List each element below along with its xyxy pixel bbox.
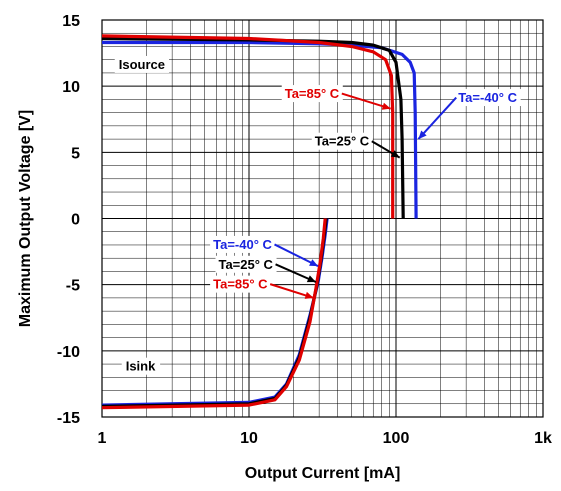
annotation-label: Ta=85° C — [285, 86, 340, 101]
annotation-arrowhead — [304, 291, 314, 299]
annotation-label: Ta=25° C — [218, 257, 273, 272]
annotation-arrowhead — [418, 130, 427, 140]
x-tick-label: 10 — [240, 430, 258, 447]
x-tick-label: 1k — [534, 430, 552, 447]
x-axis-title: Output Current [mA] — [245, 465, 401, 482]
region-label-bg — [121, 357, 161, 375]
y-tick-label: 0 — [71, 212, 80, 229]
y-axis-title: Maximum Output Voltage [V] — [17, 110, 34, 327]
series-annotations: Ta=85° C Ta=-40° C Ta=25° C Ta=-40° C Ta=25°… — [210, 85, 521, 299]
y-axis-tick-labels: 15 10 5 0 -5 -10 -15 — [57, 13, 80, 427]
x-axis-tick-labels: 1 10 100 1k — [98, 430, 552, 447]
region-label: Isink — [126, 359, 156, 374]
y-tick-label: 10 — [62, 79, 80, 96]
y-tick-label: -5 — [66, 278, 80, 295]
annotation-arrowhead — [390, 150, 400, 158]
annotation-arrowhead — [381, 102, 391, 110]
annotation-label-bg — [311, 132, 373, 150]
y-tick-label: 5 — [71, 145, 80, 162]
plot-frame — [101, 19, 544, 418]
annotation-arrowhead — [309, 259, 319, 267]
region-label-bg — [114, 55, 169, 73]
x-tick-label: 100 — [383, 430, 410, 447]
y-tick-label: -15 — [57, 410, 80, 427]
annotation-label-bg — [215, 255, 277, 273]
annotation-arrow-line — [417, 96, 457, 140]
annotation-label: Ta=85° C — [213, 277, 268, 292]
annotation-label-bg — [210, 275, 272, 293]
x-tick-label: 1 — [98, 430, 107, 447]
annotation-label-bg — [455, 89, 521, 107]
annotation-arrow-line — [341, 92, 391, 110]
region-labels: Isource Isink — [114, 55, 169, 375]
series-line-source — [101, 34, 395, 219]
annotation-arrowhead — [306, 275, 316, 283]
plot-grid — [101, 19, 544, 418]
data-series — [101, 34, 418, 410]
series-line-sink — [101, 218, 327, 410]
annotation-label: Ta=-40° C — [458, 90, 517, 105]
series-line-source — [102, 40, 418, 219]
annotation-label: Ta=25° C — [315, 134, 370, 149]
annotation-label: Ta=-40° C — [213, 237, 272, 252]
y-tick-label: 15 — [62, 13, 80, 30]
y-tick-label: -10 — [57, 344, 80, 361]
annotation-label-bg — [210, 235, 276, 253]
annotation-label-bg — [281, 85, 343, 103]
region-label: Isource — [119, 57, 165, 72]
